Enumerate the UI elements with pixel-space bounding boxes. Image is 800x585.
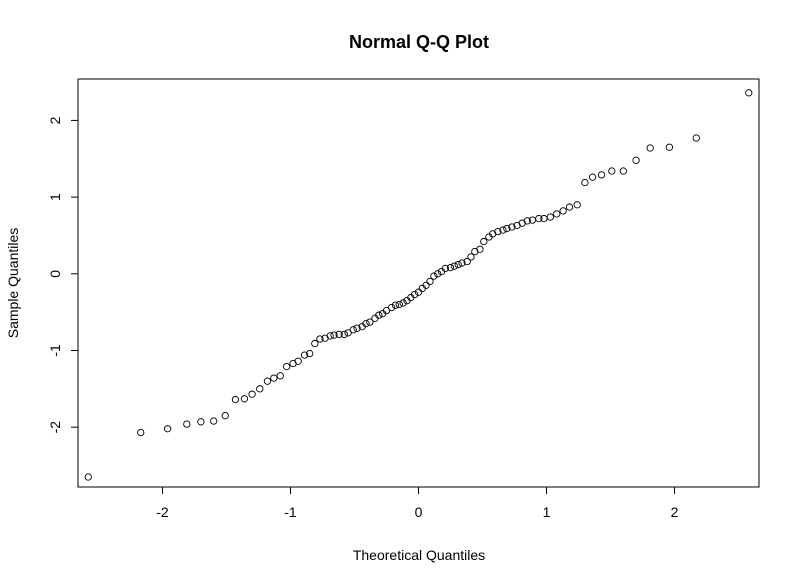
data-point [316, 335, 324, 343]
data-point [366, 318, 374, 326]
data-point [546, 213, 554, 221]
data-point [426, 277, 434, 286]
data-point [523, 217, 531, 225]
data-point [240, 395, 249, 403]
y-axis-label: Sample Quantiles [5, 228, 21, 339]
data-point [665, 143, 674, 151]
y-tick-label: -2 [47, 421, 63, 434]
data-point [454, 260, 462, 269]
data-point [84, 473, 92, 481]
data-point [499, 226, 507, 234]
data-point [422, 281, 430, 289]
y-tick-label: 2 [47, 116, 63, 124]
data-point [535, 214, 543, 223]
data-point [349, 326, 357, 334]
x-tick-label: -1 [284, 504, 297, 520]
data-point [330, 331, 338, 339]
data-point [294, 357, 302, 365]
data-point [183, 420, 191, 428]
data-point [573, 201, 581, 209]
x-tick-label: 1 [543, 504, 551, 520]
y-axis: -2 -1 0 1 2 [47, 116, 79, 434]
data-point [263, 377, 272, 385]
data-point [414, 288, 423, 296]
data-point [458, 259, 466, 267]
x-tick-label: -2 [156, 504, 169, 520]
plot-frame [77, 78, 760, 488]
data-point [270, 374, 278, 382]
data-point [387, 303, 396, 312]
data-point [326, 332, 334, 340]
data-point [395, 300, 403, 309]
data-point [340, 330, 348, 339]
data-point [306, 349, 314, 358]
data-point [463, 257, 471, 266]
data-point [553, 210, 561, 218]
data-point [391, 301, 400, 309]
data-point [163, 425, 172, 433]
x-tick-label: 2 [671, 504, 679, 520]
data-point [565, 203, 574, 211]
data-point [283, 362, 291, 371]
data-point [632, 156, 640, 164]
data-point [450, 262, 458, 270]
data-point [597, 171, 606, 179]
data-point [137, 428, 145, 437]
y-tick-label: -1 [47, 344, 63, 357]
data-point [503, 224, 511, 233]
data-point [619, 167, 627, 175]
x-axis-label: Theoretical Quantiles [353, 547, 485, 563]
data-points [84, 89, 753, 481]
data-point [197, 418, 205, 426]
data-point [276, 372, 284, 380]
data-point [256, 385, 264, 393]
data-point [646, 144, 654, 152]
data-point [430, 272, 438, 280]
data-point [494, 227, 502, 236]
data-point [588, 173, 597, 181]
data-point [446, 264, 455, 272]
data-point [434, 270, 442, 278]
data-point [221, 412, 229, 420]
data-point [411, 290, 419, 299]
data-point [467, 253, 475, 261]
data-point [692, 134, 700, 142]
data-point [300, 351, 309, 359]
data-point [210, 417, 218, 425]
chart-title: Normal Q-Q Plot [349, 32, 489, 52]
data-point [362, 319, 370, 328]
data-point [231, 395, 240, 404]
data-point [441, 264, 450, 273]
data-point [375, 311, 383, 319]
x-axis: -2 -1 0 1 2 [156, 486, 679, 520]
data-point [335, 330, 343, 339]
data-point [508, 223, 516, 231]
data-point [311, 339, 319, 348]
data-point [248, 390, 256, 398]
data-point [476, 245, 484, 253]
data-point [480, 237, 488, 246]
data-point [559, 207, 567, 215]
data-point [745, 89, 753, 97]
data-point [581, 178, 589, 187]
data-point [353, 324, 361, 332]
y-tick-label: 1 [47, 193, 63, 201]
data-point [608, 167, 616, 175]
y-tick-label: 0 [47, 270, 63, 278]
data-point [399, 299, 407, 307]
x-tick-label: 0 [415, 504, 423, 520]
